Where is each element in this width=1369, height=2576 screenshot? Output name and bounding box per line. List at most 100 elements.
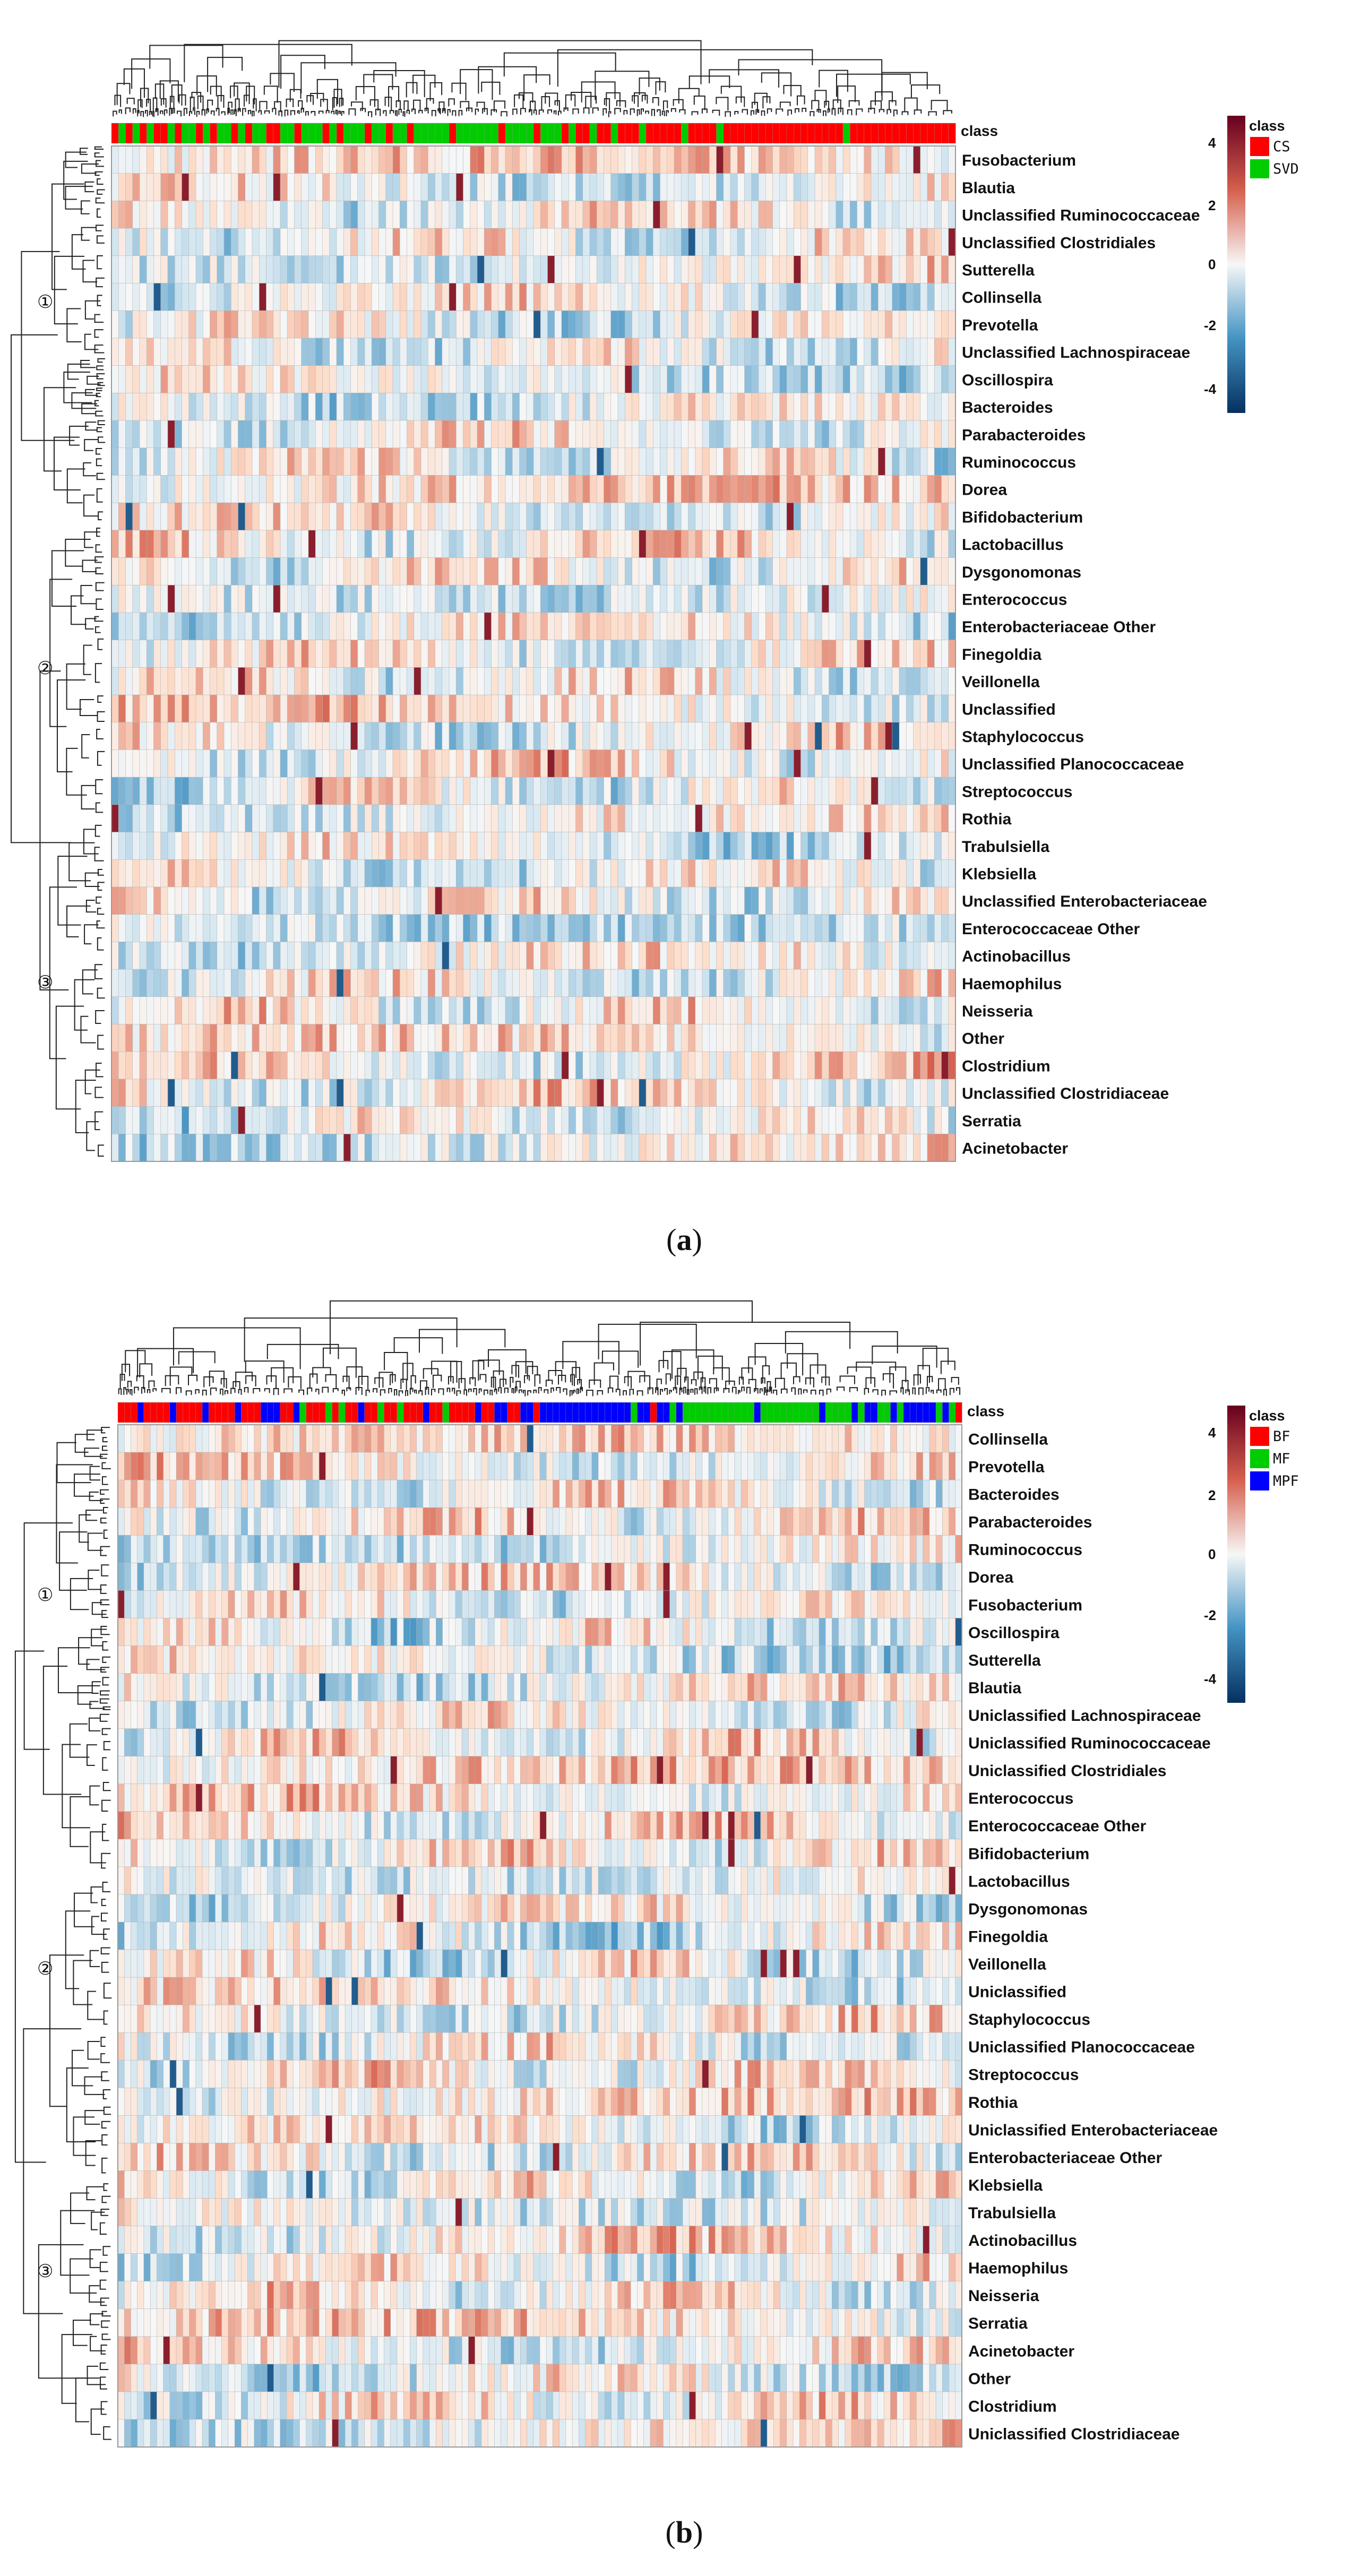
heatmap-cell [512, 365, 520, 394]
heatmap-cell [343, 255, 351, 284]
heatmap-cell [948, 942, 956, 970]
heatmap-cell [814, 969, 822, 997]
heatmap-cell [273, 777, 281, 805]
heatmap-cell [308, 722, 316, 751]
heatmap-cell [892, 694, 900, 723]
heatmap-cell [793, 1024, 802, 1052]
heatmap-cell [512, 393, 520, 421]
heatmap-cell [793, 886, 802, 915]
heatmap-cell [442, 310, 450, 339]
heatmap-cell [202, 1024, 211, 1052]
heatmap-cell [188, 173, 196, 202]
heatmap-cell [477, 859, 485, 888]
heatmap-cell [561, 1106, 569, 1134]
heatmap-cell [385, 502, 393, 531]
column-dendrogram-branch [310, 93, 324, 102]
heatmap-cell [512, 530, 520, 558]
heatmap-cell [793, 584, 802, 613]
heatmap-cell [540, 886, 548, 915]
heatmap-cell [442, 914, 450, 943]
heatmap-cell [652, 255, 661, 284]
heatmap-cell [751, 1079, 759, 1107]
heatmap-cell [842, 584, 850, 613]
heatmap-cell [308, 1106, 316, 1134]
heatmap-cell [399, 942, 408, 970]
heatmap-cell [849, 502, 858, 531]
heatmap-cell [245, 996, 253, 1025]
heatmap-cell [709, 832, 717, 860]
row-label: Oscillospira [962, 372, 1053, 389]
heatmap-cell [266, 201, 274, 229]
heatmap-cell [913, 310, 921, 339]
heatmap-cell [336, 804, 344, 833]
column-dendrogram-branch [554, 100, 560, 111]
heatmap-cell [526, 832, 534, 860]
heatmap-cell [273, 886, 281, 915]
heatmap-cell [238, 393, 246, 421]
heatmap-cell [547, 969, 555, 997]
heatmap-cell [695, 612, 703, 641]
colorbar-tick-a-3: -2 [1204, 317, 1216, 333]
heatmap-cell [617, 804, 625, 833]
heatmap-cell [744, 969, 752, 997]
heatmap-cell [280, 996, 288, 1025]
heatmap-cell [414, 475, 421, 503]
heatmap-cell [941, 228, 949, 256]
heatmap-cell [153, 255, 161, 284]
heatmap-cell [674, 310, 682, 339]
heatmap-cell [554, 722, 562, 751]
column-dendrogram-branch [246, 85, 255, 105]
heatmap-cell [681, 749, 689, 778]
heatmap-cell [645, 201, 653, 229]
heatmap-cell [927, 310, 935, 339]
heatmap-cell [350, 310, 358, 339]
heatmap-cell [617, 365, 625, 394]
heatmap-cell [526, 557, 534, 585]
row-dendrogram-branch [71, 392, 97, 409]
heatmap-cell [505, 1024, 513, 1052]
heatmap-cell [217, 557, 225, 585]
heatmap-cell [336, 640, 344, 668]
heatmap-cell [308, 145, 316, 174]
heatmap-cell [392, 832, 400, 860]
heatmap-cell [153, 365, 161, 394]
heatmap-cell [617, 145, 625, 174]
heatmap-cell [343, 612, 351, 641]
heatmap-cell [455, 832, 464, 860]
heatmap-cell [842, 722, 850, 751]
heatmap-cell [906, 749, 914, 778]
heatmap-cell [322, 420, 330, 449]
heatmap-cell [364, 365, 372, 394]
heatmap-cell [632, 310, 640, 339]
heatmap-cell [814, 145, 822, 174]
heatmap-cell [139, 393, 147, 421]
heatmap-cell [371, 338, 380, 366]
heatmap-cell [378, 283, 386, 311]
heatmap-cell [582, 914, 590, 943]
heatmap-cell [273, 942, 281, 970]
heatmap-cell [596, 283, 605, 311]
heatmap-cell [252, 283, 260, 311]
heatmap-cell [596, 447, 605, 476]
heatmap-cell [660, 145, 668, 174]
heatmap-cell [645, 475, 653, 503]
heatmap-cell [624, 310, 633, 339]
heatmap-cell [934, 420, 942, 449]
heatmap-cell [371, 502, 380, 531]
heatmap-cell [561, 584, 569, 613]
heatmap-cell [589, 502, 597, 531]
heatmap-cell [814, 694, 822, 723]
heatmap-cell [470, 749, 478, 778]
heatmap-cell [259, 749, 267, 778]
heatmap-cell [639, 942, 647, 970]
heatmap-cell [301, 722, 309, 751]
heatmap-cell [948, 310, 956, 339]
heatmap-cell [118, 530, 126, 558]
heatmap-cell [118, 557, 126, 585]
heatmap-cell [885, 365, 893, 394]
heatmap-cell [308, 557, 316, 585]
heatmap-cell [420, 777, 428, 805]
heatmap-cell [617, 502, 625, 531]
heatmap-cell [322, 914, 330, 943]
heatmap-cell [435, 777, 443, 805]
